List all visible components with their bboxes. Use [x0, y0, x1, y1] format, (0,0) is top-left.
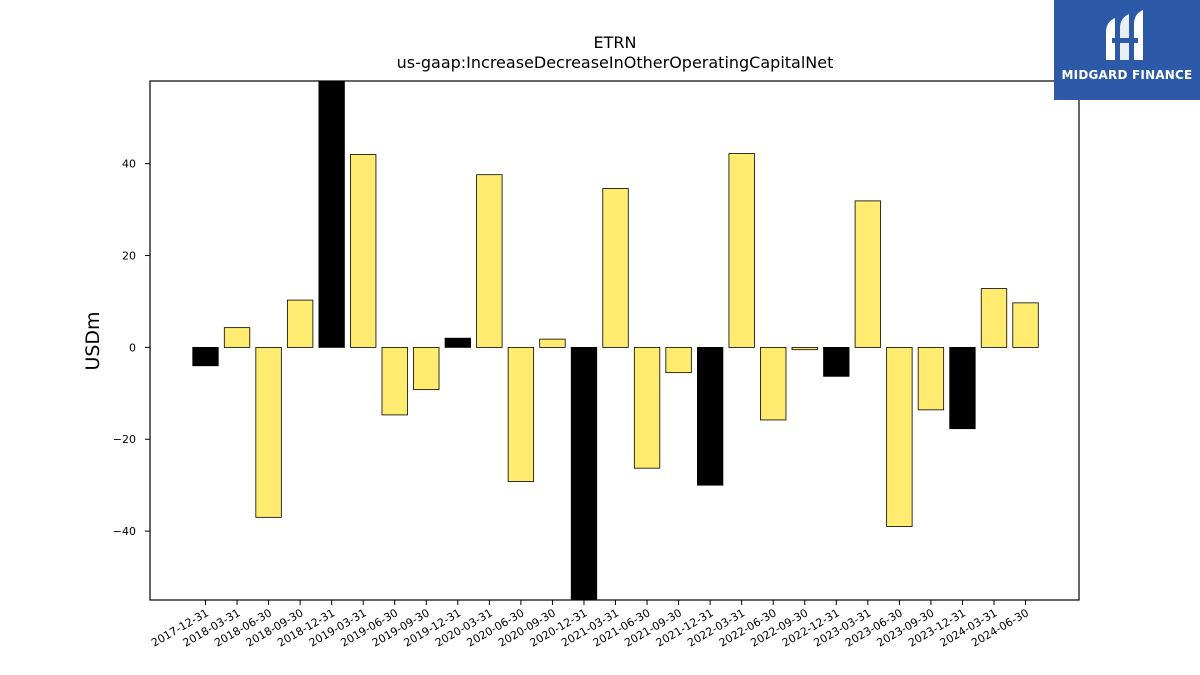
bar-2023-06-30 [886, 346, 913, 527]
y-tick-label: 20 [122, 250, 136, 263]
logo-mark-icon [1106, 10, 1143, 60]
bar-2021-09-30 [665, 346, 692, 374]
plot-frame [149, 80, 1080, 601]
y-tick-label: 0 [129, 341, 136, 354]
bar-2024-06-30 [1012, 302, 1039, 348]
bar-2023-09-30 [917, 346, 945, 411]
bar-2020-06-30 [507, 346, 535, 482]
bars-layer [192, 81, 1039, 600]
bar-2023-03-31 [854, 200, 881, 348]
bar-2020-09-30 [539, 338, 566, 348]
bar-2017-12-31 [192, 346, 219, 367]
bar-2021-03-31 [602, 188, 629, 348]
bar-2018-09-30 [286, 299, 314, 348]
bar-2021-06-30 [633, 346, 661, 469]
bar-2019-12-31 [444, 337, 471, 348]
bar-2022-12-31 [823, 346, 850, 377]
bar-2020-12-31 [570, 346, 598, 600]
bar-2018-03-31 [223, 327, 251, 348]
bar-2022-03-31 [728, 153, 755, 348]
y-axis-ticks: −40 −20 0 20 40 [113, 158, 150, 538]
y-tick-label: −20 [113, 433, 136, 446]
bar-2019-06-30 [381, 346, 408, 416]
y-axis-label: USDm [82, 311, 104, 370]
bar-2019-09-30 [413, 346, 440, 391]
bar-2019-03-31 [350, 154, 377, 348]
bar-2022-09-30 [791, 346, 818, 351]
bar-2023-12-31 [949, 346, 976, 430]
bar-2020-03-31 [476, 174, 503, 348]
logo-text: MIDGARD FINANCE [1061, 68, 1193, 82]
company-logo: MIDGARD FINANCE [1054, 0, 1200, 100]
x-axis-ticks: 2017-12-312018-03-312018-06-302018-09-30… [149, 600, 1031, 650]
y-tick-label: −40 [113, 525, 136, 538]
chart-title: ETRN [594, 33, 637, 52]
bar-2022-06-30 [760, 346, 787, 421]
bar-2018-12-31 [318, 81, 345, 348]
bar-2021-12-31 [696, 346, 724, 486]
bar-2018-06-30 [255, 346, 282, 518]
bar-2024-03-31 [980, 288, 1008, 348]
y-tick-label: 40 [122, 158, 136, 171]
chart-subtitle: us-gaap:IncreaseDecreaseInOtherOperating… [397, 53, 834, 72]
